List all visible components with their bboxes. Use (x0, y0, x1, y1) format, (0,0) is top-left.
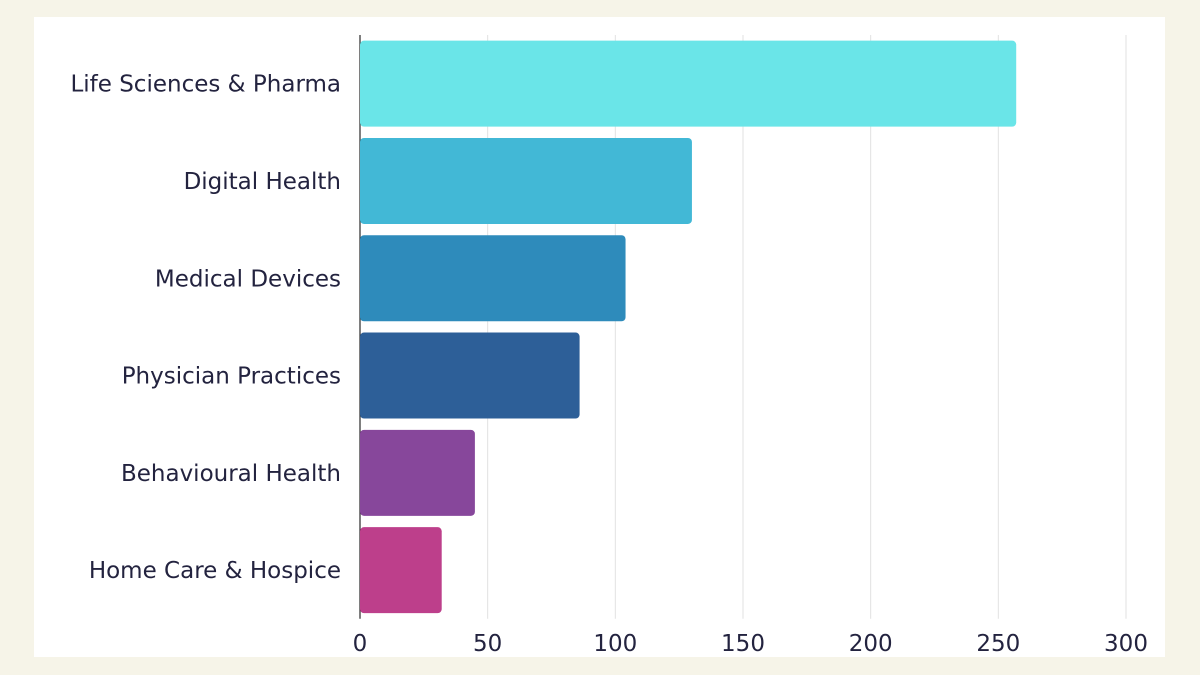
category-label: Life Sciences & Pharma (70, 72, 341, 98)
bar-chart: Life Sciences & Pharma Digital Health Medi… (70, 35, 1148, 657)
bars (360, 40, 1017, 614)
x-tick-label: 200 (849, 631, 893, 657)
x-tick-label: 0 (353, 631, 368, 657)
chart-panel: Life Sciences & Pharma Digital Health Medi… (34, 17, 1165, 657)
x-tick-label: 250 (976, 631, 1020, 657)
bar (360, 332, 580, 419)
bar (360, 527, 442, 614)
gridlines (359, 35, 1127, 619)
x-tick-label: 150 (721, 631, 765, 657)
category-label: Home Care & Hospice (89, 558, 341, 584)
category-label: Behavioural Health (121, 461, 341, 487)
bar (360, 40, 1017, 127)
x-tick-label: 50 (473, 631, 502, 657)
x-tick-label: 300 (1104, 631, 1148, 657)
x-tick-label: 100 (593, 631, 637, 657)
category-labels: Life Sciences & Pharma Digital Health Medi… (70, 72, 341, 585)
bar (360, 429, 475, 516)
category-label: Physician Practices (122, 364, 341, 390)
x-axis-ticks: 0 50 100 150 200 250 300 (353, 631, 1148, 657)
category-label: Digital Health (184, 169, 341, 195)
category-label: Medical Devices (155, 266, 341, 292)
bar (360, 235, 626, 322)
bar (360, 137, 692, 224)
